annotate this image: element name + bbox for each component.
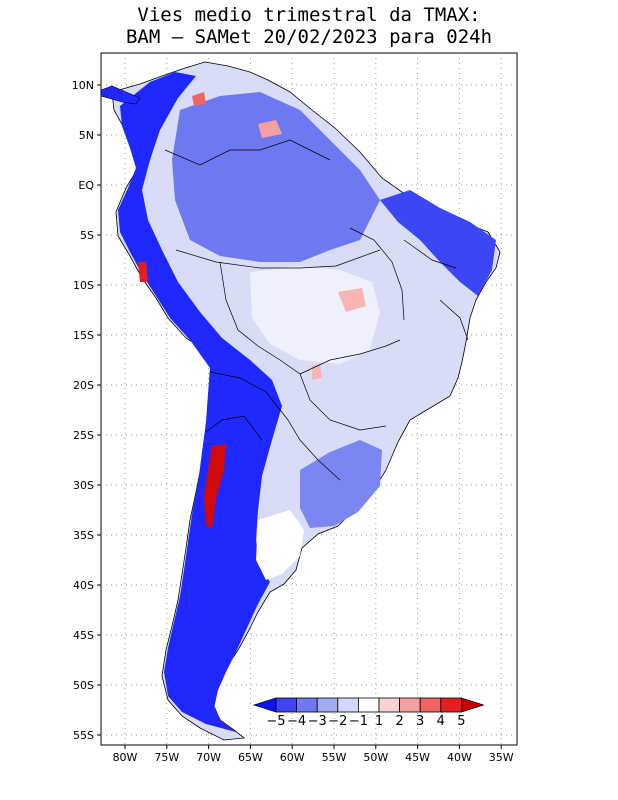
lon-tick-label: 35W [489,751,514,764]
color-bar-swatch [337,697,359,713]
lat-tick-label: 25S [73,429,94,442]
color-bar-label: −5 [266,714,285,729]
color-bar-swatch [399,697,421,713]
lat-tick-label: 40S [73,579,94,592]
bias-region-moderate-negative-amazon [172,92,380,262]
color-bar-arrow-right [460,697,485,713]
color-bar-label: 4 [437,714,445,729]
bias-region-weak-positive-south [312,364,322,380]
lat-tick-label: 10N [72,79,94,92]
color-bar-label: 2 [395,714,403,729]
lat-tick-label: 15S [73,329,94,342]
color-bar-swatch [296,697,318,713]
bias-region-weak-positive-central [338,288,366,312]
color-bar-label: −2 [328,714,347,729]
country-borders [164,139,469,481]
lon-tick-label: 40W [447,751,472,764]
longitude-labels: 80W 75W 70W 65W 60W 55W 50W 45W 40W 35W [113,751,514,764]
color-bar: −5 −4 −3 −2 −1 1 2 3 4 5 [252,697,485,729]
color-bar-swatch [440,697,462,713]
color-bar-swatch [378,697,401,713]
bias-region-strong-positive-andes-argentina [204,444,226,528]
bias-region-weak-positive-guiana [258,120,282,138]
lat-tick-label: 5S [80,229,94,242]
south-america-landmass [100,61,501,741]
plot-frame [100,52,518,746]
central-america-land [100,85,141,105]
map-title-line2: BAM – SAMet 20/02/2023 para 024h [125,26,493,48]
lat-tick-label: 30S [73,479,94,492]
latitude-labels: 10N 5N EQ 5S 10S 15S 20S 25S 30S 35S 40S 45S 50S 55S [72,79,95,742]
bias-region-strong-negative-andes [118,72,282,732]
lat-tick-label: 50S [73,679,94,692]
lon-tick-label: 60W [280,751,305,764]
lat-tick-label: EQ [78,179,94,192]
bias-region-positive-colombia [192,92,206,106]
color-bar-swatch [419,697,442,713]
lon-tick-label: 70W [196,751,221,764]
lat-tick-label: 45S [73,629,94,642]
color-bar-arrow-left [252,697,277,713]
lat-tick-label: 10S [73,279,94,292]
lat-tick-label: 55S [73,729,94,742]
color-bar-label: 1 [375,714,383,729]
lat-tick-label: 35S [73,529,94,542]
color-bar-swatch [316,697,339,713]
lon-tick-label: 55W [322,751,347,764]
lon-tick-label: 50W [363,751,388,764]
color-bar-label: 5 [457,714,465,729]
lat-tick-label: 5N [79,129,94,142]
bias-region-strong-positive-andes-peru [138,262,148,282]
color-bar-label: −3 [308,714,327,729]
lon-tick-label: 45W [405,751,430,764]
lon-tick-label: 65W [238,751,263,764]
lon-tick-label: 80W [113,751,138,764]
color-bar-label: 3 [416,714,424,729]
bias-region-weak-patagonia [256,510,304,580]
color-bar-label: −1 [349,714,368,729]
lon-tick-label: 75W [154,751,179,764]
color-bar-swatch [275,697,298,713]
bias-region-negative-northeast [380,190,496,296]
color-bar-label: −4 [287,714,306,729]
map-title-line1: Vies medio trimestral da TMAX: [137,4,481,26]
color-bar-swatch [357,697,380,713]
lat-tick-label: 20S [73,379,94,392]
